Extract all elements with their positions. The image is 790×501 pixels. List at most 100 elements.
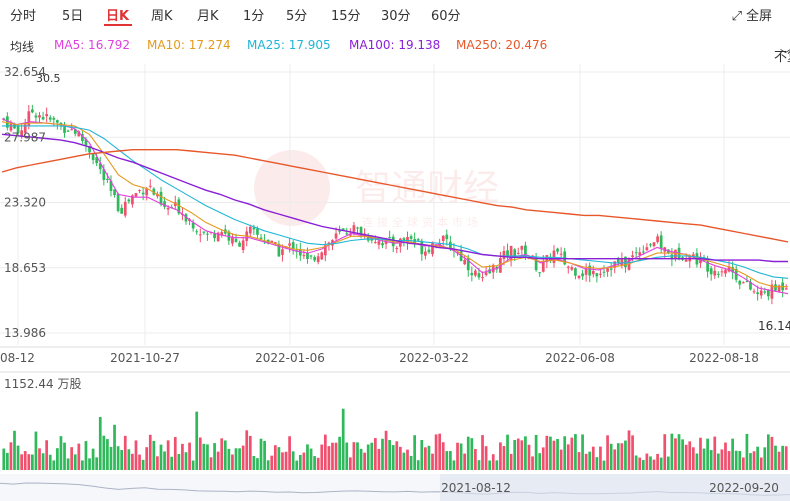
candle-body (631, 255, 634, 258)
volume-bar (366, 444, 370, 470)
volume-bar (113, 424, 116, 470)
tab-60min[interactable]: 60分 (431, 9, 461, 24)
candle-body (488, 269, 492, 274)
moving-average-lines (1, 118, 789, 295)
volume-bar (291, 451, 295, 470)
candle-body (749, 281, 752, 290)
candle-body (277, 243, 281, 257)
candle-body (63, 126, 66, 133)
fullscreen-button[interactable]: ⤢ 全屏 (732, 5, 772, 24)
candle-body (524, 245, 527, 257)
candle-body (452, 249, 456, 251)
volume-bar (116, 446, 120, 470)
tab-intraday[interactable]: 分时 (10, 9, 37, 24)
candle-body (574, 268, 577, 276)
volume-bar (534, 434, 538, 470)
candle-body (534, 258, 538, 271)
volume-bar (691, 447, 695, 470)
x-tick-label: 2022-01-06 (255, 351, 325, 365)
volume-bar (213, 443, 216, 470)
volume-bar (463, 453, 467, 470)
candle-body (591, 270, 595, 275)
volume-bar (459, 443, 463, 470)
volume-bar (159, 444, 163, 470)
volume-bar (627, 430, 631, 470)
candle-body (327, 242, 331, 245)
tab-30min[interactable]: 30分 (381, 9, 411, 24)
fullscreen-label: 全屏 (745, 9, 772, 24)
candle-body (106, 178, 109, 180)
candle-body (288, 243, 291, 246)
volume-bar (752, 451, 756, 470)
volume-bar (559, 449, 563, 470)
candle-body (777, 285, 781, 292)
candle-body (306, 252, 309, 260)
candlestick-chart[interactable]: 智通财经 连接全球资本市场 32.65427.98723.32018.65313… (0, 58, 790, 501)
tab-daily-k[interactable]: 日K (106, 9, 130, 24)
candle-body (724, 269, 727, 274)
volume-bar (56, 448, 59, 470)
volume-bar (470, 438, 474, 470)
volume-bar (170, 456, 174, 470)
x-tick-label: 2022-03-22 (399, 351, 469, 365)
tab-5day[interactable]: 5日 (62, 9, 84, 24)
tab-1min[interactable]: 1分 (243, 9, 265, 24)
candle-body (566, 266, 570, 268)
volume-bar (424, 447, 427, 470)
volume-bar (724, 442, 727, 470)
volume-bar (334, 442, 338, 470)
volume-bar (181, 443, 184, 470)
volume-bar (163, 451, 166, 470)
candle-body (320, 252, 324, 260)
candle-body (166, 207, 170, 210)
volume-bar (606, 435, 609, 470)
candle-body (491, 264, 495, 273)
candle-body (38, 115, 41, 118)
volume-bar (541, 447, 545, 470)
ma-line-ma10 (1, 121, 788, 288)
candle-body (302, 255, 306, 257)
candle-body (559, 253, 563, 255)
navigator-start-label: 2021-08-12 (441, 481, 511, 495)
candle-body (2, 118, 6, 120)
candle-body (270, 240, 274, 243)
volume-bar (709, 450, 713, 470)
candle-body (291, 242, 295, 249)
candle-body (613, 261, 617, 268)
candle-body (216, 232, 220, 242)
volume-bar (556, 438, 559, 470)
volume-bar (706, 438, 709, 470)
volume-bar (513, 440, 517, 470)
candle-body (474, 270, 477, 276)
volume-bar (123, 435, 127, 470)
candle-body (588, 265, 592, 276)
candle-body (734, 268, 738, 280)
candle-body (109, 180, 113, 191)
candle-body (570, 267, 574, 270)
tab-15min[interactable]: 15分 (331, 9, 361, 24)
candle-body (316, 256, 320, 262)
volume-bar (223, 440, 227, 470)
candle-body (198, 234, 202, 236)
candle-body (595, 273, 599, 277)
volume-bar (45, 440, 49, 470)
candle-body (91, 153, 95, 161)
candle-body (356, 227, 359, 229)
volume-bar (331, 442, 334, 470)
volume-bar (731, 438, 734, 470)
candle-body (366, 235, 370, 241)
candle-body (73, 129, 77, 134)
candle-body (377, 240, 381, 245)
volume-bar (452, 460, 456, 470)
tab-monthly-k[interactable]: 月K (197, 9, 219, 24)
volume-bar (63, 442, 66, 470)
tab-weekly-k[interactable]: 周K (151, 9, 173, 24)
candle-body (484, 272, 488, 276)
range-navigator[interactable]: 2021-08-12 2022-09-20 (0, 474, 790, 501)
volume-bar (202, 443, 206, 470)
candle-body (334, 233, 338, 239)
tab-5min[interactable]: 5分 (286, 9, 308, 24)
x-tick-label: 08-12 (0, 351, 35, 365)
volume-bar (774, 445, 777, 470)
volume-bar (120, 450, 124, 470)
